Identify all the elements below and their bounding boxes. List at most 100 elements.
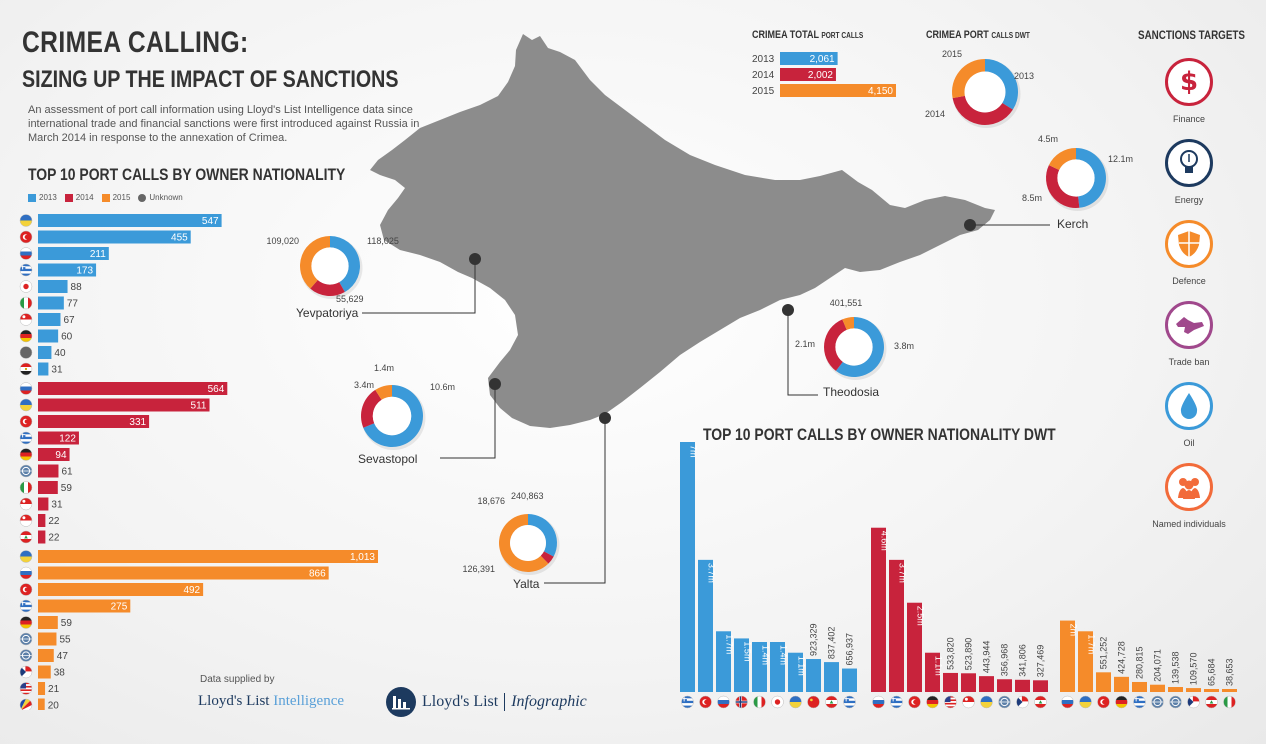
vbar-value-2015-2: 551,252 <box>1099 637 1109 670</box>
flag-ru-icon <box>19 247 33 260</box>
sanction-label: Finance <box>1172 114 1206 124</box>
vbar-2013-4 <box>752 642 767 692</box>
hbar-2014-4 <box>38 448 70 461</box>
vbar-value-2015-4: 280,815 <box>1135 646 1145 679</box>
hbar-value-2013-6: 67 <box>63 315 75 326</box>
donut-yalta-label-y2013: 126,391 <box>462 564 495 574</box>
hbar-2014-5 <box>38 464 59 478</box>
vbar-2015-9 <box>1222 689 1237 692</box>
hbar-value-2013-5: 77 <box>67 299 79 310</box>
total-title: CRIMEA TOTAL PORT CALLS <box>752 29 864 41</box>
flag-ua-icon <box>980 695 993 709</box>
port-marker-sevastopol[interactable] <box>489 378 501 390</box>
sanction-finance: $ Finance <box>1134 58 1244 124</box>
flag-lb-icon <box>1034 695 1047 709</box>
donut-sevastopol-label-y2013: 10.6m <box>430 382 455 392</box>
vbar-2015-5 <box>1150 684 1165 692</box>
flag-de-icon <box>19 448 33 461</box>
hbar-value-2014-0: 564 <box>208 384 225 395</box>
flag-it-icon <box>1223 695 1236 709</box>
vbar-value-2014-8: 341,806 <box>1018 644 1028 677</box>
sanction-label: Named individuals <box>1152 519 1226 529</box>
dollar-icon: $ <box>1165 58 1213 106</box>
donut-yalta-label-y2014: 18,676 <box>477 496 505 506</box>
hbar-value-2015-7: 38 <box>54 668 66 679</box>
vbar-2014-9 <box>1033 680 1048 692</box>
vbar-value-2013-1: 3.7m <box>707 563 717 583</box>
hbar-value-2014-5: 61 <box>61 467 73 478</box>
hbar-2013-1 <box>38 230 191 244</box>
donut-kerch: 12.1m 8.5m 4.5m <box>1022 134 1133 211</box>
crimea-map-icon <box>1165 301 1213 349</box>
intro-text: An assessment of port call information u… <box>28 104 420 144</box>
hbar-2013-3 <box>38 263 97 277</box>
vbar-2013-5 <box>770 642 785 692</box>
total-cat-2014: 2014 <box>752 70 775 81</box>
donut-kerch-label-y2015: 4.5m <box>1038 134 1058 144</box>
vbar-2015-0 <box>1060 620 1075 692</box>
total-cat-2013: 2013 <box>752 54 775 65</box>
vbar-value-2013-2: 1.7m <box>725 634 735 654</box>
sanction-trade-ban: Trade ban <box>1134 301 1244 367</box>
vbar-value-2013-5: 1.4m <box>779 645 789 665</box>
flag-no-icon <box>735 695 748 709</box>
donut-kerch-label-y2014: 8.5m <box>1022 193 1042 203</box>
flag-world-icon <box>19 649 33 662</box>
flag-de-icon <box>1115 695 1128 709</box>
vbar-2015-8 <box>1204 689 1219 692</box>
flag-tr-icon <box>19 583 33 596</box>
port-marker-yevpatoriya[interactable] <box>469 253 481 265</box>
donut-yalta-slice-y2014 <box>540 551 554 564</box>
total-value-2013: 2,061 <box>810 54 835 65</box>
vbar-2015-4 <box>1132 681 1147 692</box>
dwt-donut-chart: 2013 2014 2015 <box>925 49 1034 128</box>
hbar-value-2015-5: 55 <box>59 635 71 646</box>
vbar-2015-1 <box>1078 631 1093 692</box>
legend-item-2014: 2014 <box>64 193 94 202</box>
total-bar-2013 <box>780 52 838 65</box>
hbar-2014-9 <box>38 530 46 544</box>
port-marker-theodosia[interactable] <box>782 304 794 316</box>
donut-kerch-slice-y2013 <box>1076 148 1107 208</box>
flag-us-icon <box>944 695 957 709</box>
flag-gr-icon <box>890 695 903 709</box>
donut-yevpatoriya-slice-y2015 <box>300 236 330 289</box>
hbar-value-2013-0: 547 <box>202 216 219 227</box>
flag-lb-icon <box>825 695 838 709</box>
port-marker-kerch[interactable] <box>964 219 976 231</box>
vbar-2014-8 <box>1015 679 1030 692</box>
flag-tr-icon <box>908 695 921 709</box>
flag-world-icon <box>1151 695 1164 709</box>
flag-eg-icon <box>19 362 33 376</box>
flag-ru-icon <box>717 695 730 709</box>
flag-gr-icon <box>1133 695 1146 709</box>
flag-ru-icon <box>1061 695 1074 709</box>
donut-theodosia-slice-y2013 <box>835 317 885 378</box>
donut-yevpatoriya-label-y2015: 109,020 <box>266 236 299 246</box>
sanction-oil: Oil <box>1134 382 1244 448</box>
flag-world-icon <box>19 464 33 478</box>
hbar-2013-9 <box>38 362 49 376</box>
vbar-2015-6 <box>1168 687 1183 692</box>
port-marker-yalta[interactable] <box>599 412 611 424</box>
flag-gr-icon <box>843 695 856 709</box>
donut-sevastopol-label-y2014: 3.4m <box>354 380 374 390</box>
vbar-2013-3 <box>734 638 749 692</box>
hbar-value-2013-3: 173 <box>76 266 93 277</box>
hbar-2013-0 <box>38 214 222 227</box>
vbar-2014-1 <box>889 559 904 692</box>
hbar-value-2013-9: 31 <box>51 365 63 376</box>
hbar-value-2015-1: 866 <box>309 569 326 580</box>
flag-sc-icon <box>19 698 33 710</box>
flag-ua-icon <box>789 695 802 709</box>
total-port-calls-chart: 2013 2,061 2014 2,002 2015 4,150 <box>752 52 896 97</box>
flag-tr-icon <box>19 415 33 428</box>
flag-ru-icon <box>872 695 885 709</box>
hbar-value-2013-2: 211 <box>90 249 106 260</box>
flag-ua-icon <box>19 398 33 412</box>
flag-ua-icon <box>19 214 33 227</box>
donut-theodosia-slice-y2014 <box>824 319 847 371</box>
donut-yalta-label-y2015: 240,863 <box>511 491 544 501</box>
hbar-value-2014-1: 511 <box>191 401 207 412</box>
port-name-kerch: Kerch <box>1057 217 1088 231</box>
